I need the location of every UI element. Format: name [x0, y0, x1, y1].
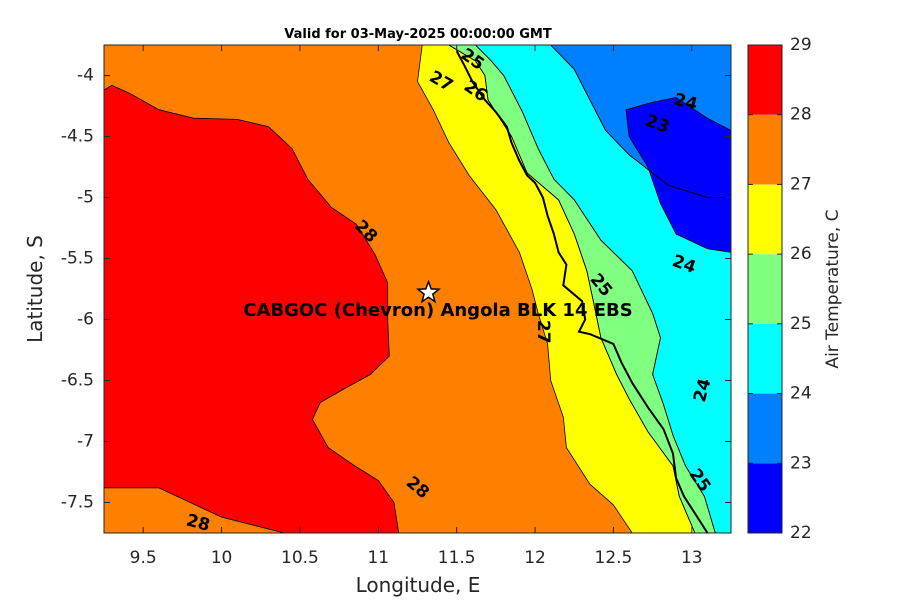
- y-tick-label: -5: [77, 188, 94, 208]
- x-tick-label: 11: [367, 548, 389, 568]
- colorbar-label: Air Temperature, C: [823, 209, 843, 368]
- contour-line-28: [104, 84, 400, 533]
- colorbar-frame: [747, 44, 783, 534]
- x-tick-label: 12.5: [595, 548, 633, 568]
- colorbar-swatch: [748, 184, 782, 255]
- y-tick-label: -7.5: [61, 493, 94, 513]
- contour-fill-22: [626, 97, 731, 253]
- plot-frame: [103, 44, 732, 534]
- colorbar-swatch: [748, 323, 782, 394]
- contour-fill-24: [475, 45, 731, 533]
- colorbar-tick-label: 25: [790, 314, 812, 334]
- contour-fill-26: [417, 45, 695, 533]
- colorbar-tick-label: 29: [790, 35, 812, 55]
- x-tick-label: 11.5: [438, 548, 476, 568]
- colorbar-tick-label: 27: [790, 174, 812, 194]
- colorbar-swatch: [748, 45, 782, 115]
- x-tick-label: 10.5: [281, 548, 319, 568]
- colorbar-tick-label: 28: [790, 105, 812, 125]
- colorbar-tick-label: 22: [790, 523, 812, 543]
- colorbar-swatch: [748, 393, 782, 464]
- y-tick-label: -4: [77, 66, 94, 86]
- star-icon: [415, 279, 441, 304]
- x-tick-label: 9.5: [130, 548, 157, 568]
- y-tick-label: -4.5: [61, 127, 94, 147]
- colorbar-swatch: [748, 254, 782, 324]
- contour-label: 27: [533, 320, 553, 344]
- contour-fill-28: [104, 85, 399, 533]
- plot-title: Valid for 03-May-2025 00:00:00 GMT: [284, 27, 552, 42]
- contour-label: 28: [184, 511, 212, 536]
- x-tick-label: 12: [524, 548, 546, 568]
- coastline: [455, 50, 709, 533]
- x-tick-label: 10: [211, 548, 233, 568]
- colorbar-tick-label: 26: [790, 244, 812, 264]
- contour-line-22: [625, 97, 731, 253]
- y-axis-ticks: -4 -4.5 -5 -5.5 -6 -6.5 -7 -7.5: [61, 66, 731, 513]
- y-axis-label: Latitude, S: [23, 235, 47, 343]
- contour-fill-25: [448, 45, 716, 533]
- y-tick-label: -6: [77, 310, 94, 330]
- colorbar-swatch: [748, 463, 782, 533]
- x-axis-ticks: 9.5 10 10.5 11 11.5 12 12.5 13: [130, 45, 703, 568]
- y-tick-label: -7: [77, 432, 94, 452]
- contour-lines: [104, 45, 731, 533]
- x-tick-label: 13: [681, 548, 703, 568]
- colorbar-tick-label: 23: [790, 453, 812, 473]
- station-label: CABGOC (Chevron) Angola BLK 14 EBS: [243, 300, 632, 321]
- y-tick-label: -5.5: [61, 249, 94, 269]
- colorbar-swatch: [748, 114, 782, 185]
- colorbar: 22 23 24 25 26 27 28 29: [748, 35, 812, 543]
- y-tick-label: -6.5: [61, 371, 94, 391]
- x-axis-label: Longitude, E: [356, 573, 481, 597]
- colorbar-tick-label: 24: [790, 384, 812, 404]
- station-marker[interactable]: [415, 279, 441, 304]
